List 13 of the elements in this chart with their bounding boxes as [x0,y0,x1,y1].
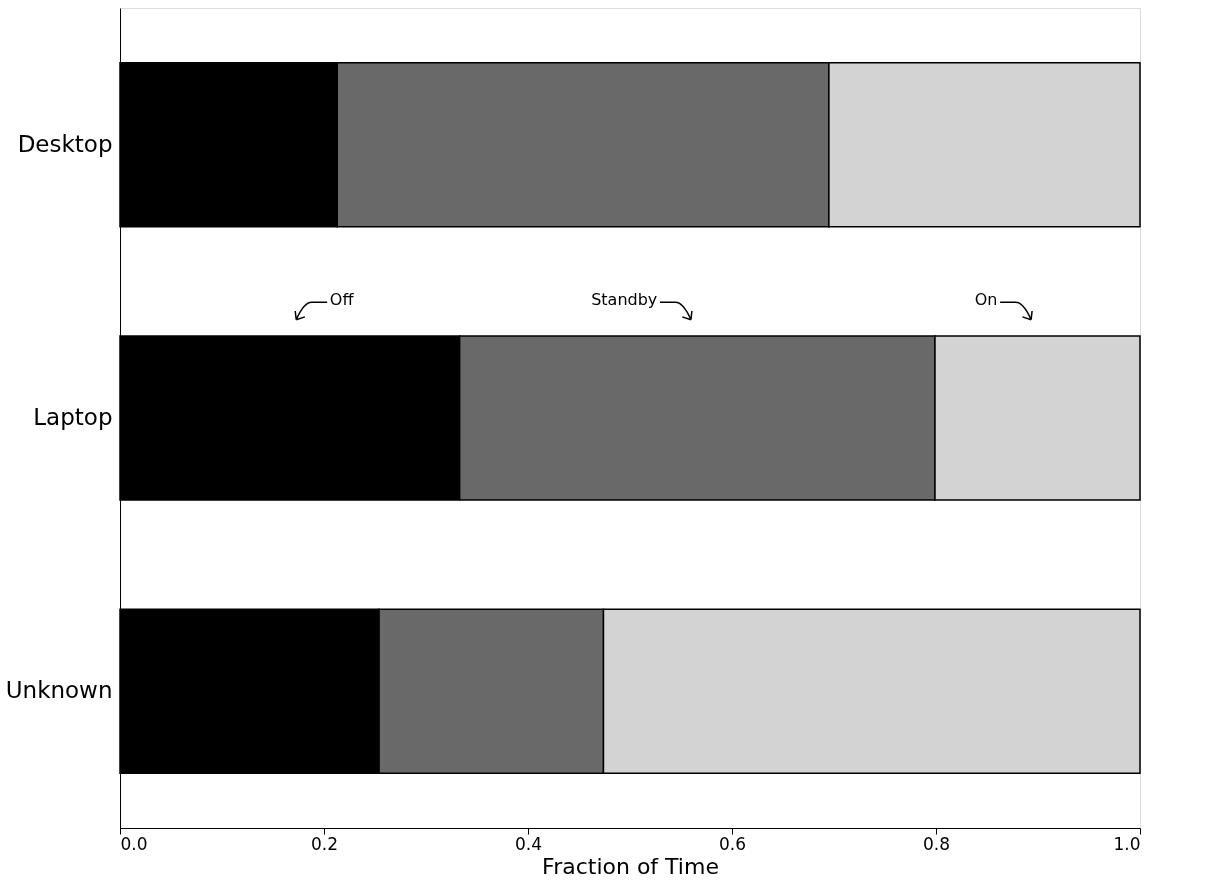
x-tick-label: 0.8 [922,833,951,854]
x-tick-label: 0.6 [718,833,747,854]
x-axis-title: Fraction of Time [542,853,719,879]
series-label: On [974,290,998,309]
series-label: Off [329,290,355,309]
y-tick-label: Laptop [33,404,113,430]
x-tick-label: 1.0 [1113,833,1141,854]
x-tick-label: 0.0 [120,833,148,854]
series-label: Standby [591,290,658,309]
y-tick-label: Desktop [17,130,113,157]
y-tick-label: Unknown [5,677,113,704]
x-tick-label: 0.2 [310,833,339,854]
x-tick-label: 0.4 [514,833,543,854]
